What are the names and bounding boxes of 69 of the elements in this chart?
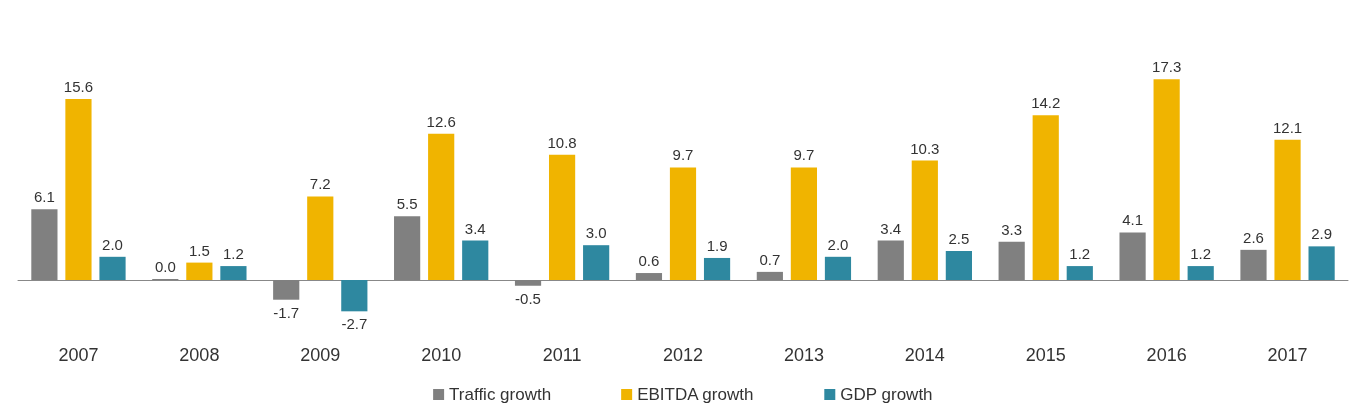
data-label: 10.8 — [547, 133, 577, 151]
data-label: 0.7 — [759, 250, 781, 268]
data-label: 9.7 — [793, 146, 815, 164]
legend-label: EBITDA growth — [637, 385, 754, 404]
x-tick-label: 2016 — [1146, 345, 1187, 365]
data-label: -0.5 — [515, 289, 541, 307]
x-tick-label: 2007 — [58, 345, 99, 365]
data-label: 7.2 — [309, 175, 331, 193]
data-label: -2.7 — [341, 315, 368, 333]
data-label: 10.3 — [910, 139, 940, 157]
data-label: 1.2 — [1069, 245, 1091, 263]
x-tick-label: 2013 — [783, 345, 824, 365]
data-label: -1.7 — [273, 303, 300, 321]
legend-label: Traffic growth — [449, 385, 552, 404]
bar — [1066, 266, 1093, 280]
bar — [1274, 139, 1301, 280]
x-tick-label: 2009 — [300, 345, 341, 365]
data-label: 2.0 — [827, 235, 849, 253]
x-tick-label: 2010 — [421, 345, 462, 365]
data-label: 1.9 — [706, 236, 728, 254]
data-label: 5.5 — [396, 195, 418, 213]
bar — [65, 99, 92, 280]
bar — [1187, 266, 1214, 280]
data-label: 0.0 — [154, 258, 176, 275]
data-label: 3.0 — [585, 224, 607, 242]
bar — [428, 133, 455, 280]
data-label: 3.4 — [464, 219, 486, 237]
bar — [1153, 79, 1180, 280]
data-label: 1.5 — [188, 241, 210, 259]
data-label: 2.0 — [102, 235, 123, 253]
bar — [1032, 115, 1059, 280]
data-label: 12.1 — [1272, 118, 1303, 136]
data-label: 6.1 — [33, 188, 55, 206]
bar — [911, 160, 938, 280]
bar — [945, 251, 972, 280]
bar — [186, 262, 213, 280]
bar — [548, 154, 576, 280]
x-tick-label: 2012 — [662, 345, 704, 365]
data-label: 1.2 — [1190, 245, 1212, 263]
bar — [583, 245, 610, 280]
bar — [1308, 246, 1335, 280]
bar — [462, 240, 489, 280]
bar — [703, 257, 731, 280]
bar — [307, 196, 334, 280]
data-label: 1.2 — [222, 245, 244, 263]
data-label: 14.2 — [1031, 94, 1061, 112]
legend-label: GDP growth — [840, 385, 933, 404]
data-label: 3.3 — [1001, 220, 1023, 238]
bar — [99, 256, 126, 280]
data-label: 4.1 — [1122, 211, 1144, 229]
data-label: 12.6 — [426, 112, 456, 130]
bar — [341, 280, 368, 312]
data-label: 17.3 — [1152, 58, 1182, 76]
data-label: 2.6 — [1243, 228, 1264, 246]
data-label: 9.7 — [672, 146, 694, 164]
data-label: 2.9 — [1311, 225, 1333, 243]
data-label: 0.6 — [638, 252, 660, 270]
x-tick-label: 2011 — [542, 345, 582, 365]
data-label: 2.5 — [948, 230, 970, 247]
x-tick-label: 2015 — [1025, 345, 1066, 365]
bar — [824, 256, 852, 280]
data-label: 3.4 — [880, 219, 902, 237]
bar — [669, 167, 697, 280]
x-tick-label: 2017 — [1267, 345, 1308, 365]
x-tick-label: 2008 — [179, 345, 220, 365]
x-tick-label: 2014 — [904, 345, 945, 365]
bar — [790, 167, 818, 280]
bar — [220, 266, 247, 280]
data-label: 15.6 — [63, 78, 94, 96]
